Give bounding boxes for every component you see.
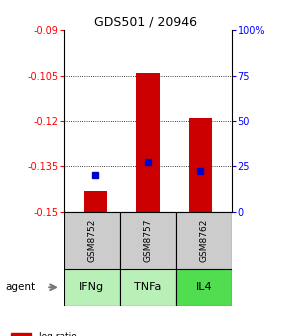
Text: log ratio: log ratio (39, 332, 77, 336)
Bar (11, 333, 31, 336)
Text: TNFa: TNFa (134, 282, 162, 292)
Bar (188, 118, 212, 212)
Bar (136, 73, 160, 212)
Text: GSM8752: GSM8752 (87, 218, 96, 262)
Text: GDS501 / 20946: GDS501 / 20946 (93, 15, 197, 28)
Bar (120, 269, 176, 306)
Bar (64, 212, 120, 269)
Text: IL4: IL4 (196, 282, 212, 292)
Bar (84, 191, 107, 212)
Text: IFNg: IFNg (79, 282, 104, 292)
Text: GSM8762: GSM8762 (200, 218, 209, 262)
Text: agent: agent (6, 282, 36, 292)
Bar (64, 269, 120, 306)
Text: GSM8757: GSM8757 (143, 218, 153, 262)
Bar (120, 212, 176, 269)
Bar (176, 269, 232, 306)
Bar (176, 212, 232, 269)
